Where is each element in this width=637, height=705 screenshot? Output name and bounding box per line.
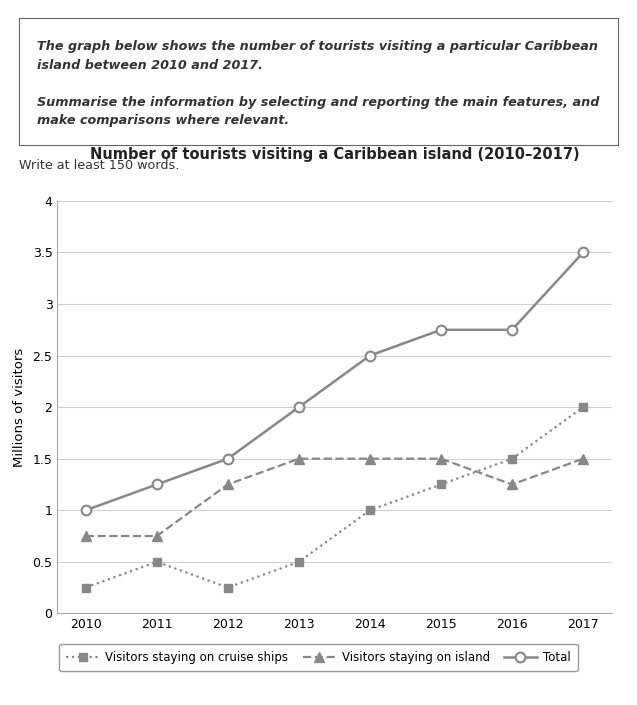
Text: Write at least 150 words.: Write at least 150 words. <box>19 159 180 171</box>
Text: Number of tourists visiting a Caribbean island (2010–2017): Number of tourists visiting a Caribbean … <box>90 147 579 162</box>
Y-axis label: Millions of visitors: Millions of visitors <box>13 348 25 467</box>
Text: The graph below shows the number of tourists visiting a particular Caribbean
isl: The graph below shows the number of tour… <box>37 40 599 128</box>
Legend: Visitors staying on cruise ships, Visitors staying on island, Total: Visitors staying on cruise ships, Visito… <box>59 644 578 671</box>
